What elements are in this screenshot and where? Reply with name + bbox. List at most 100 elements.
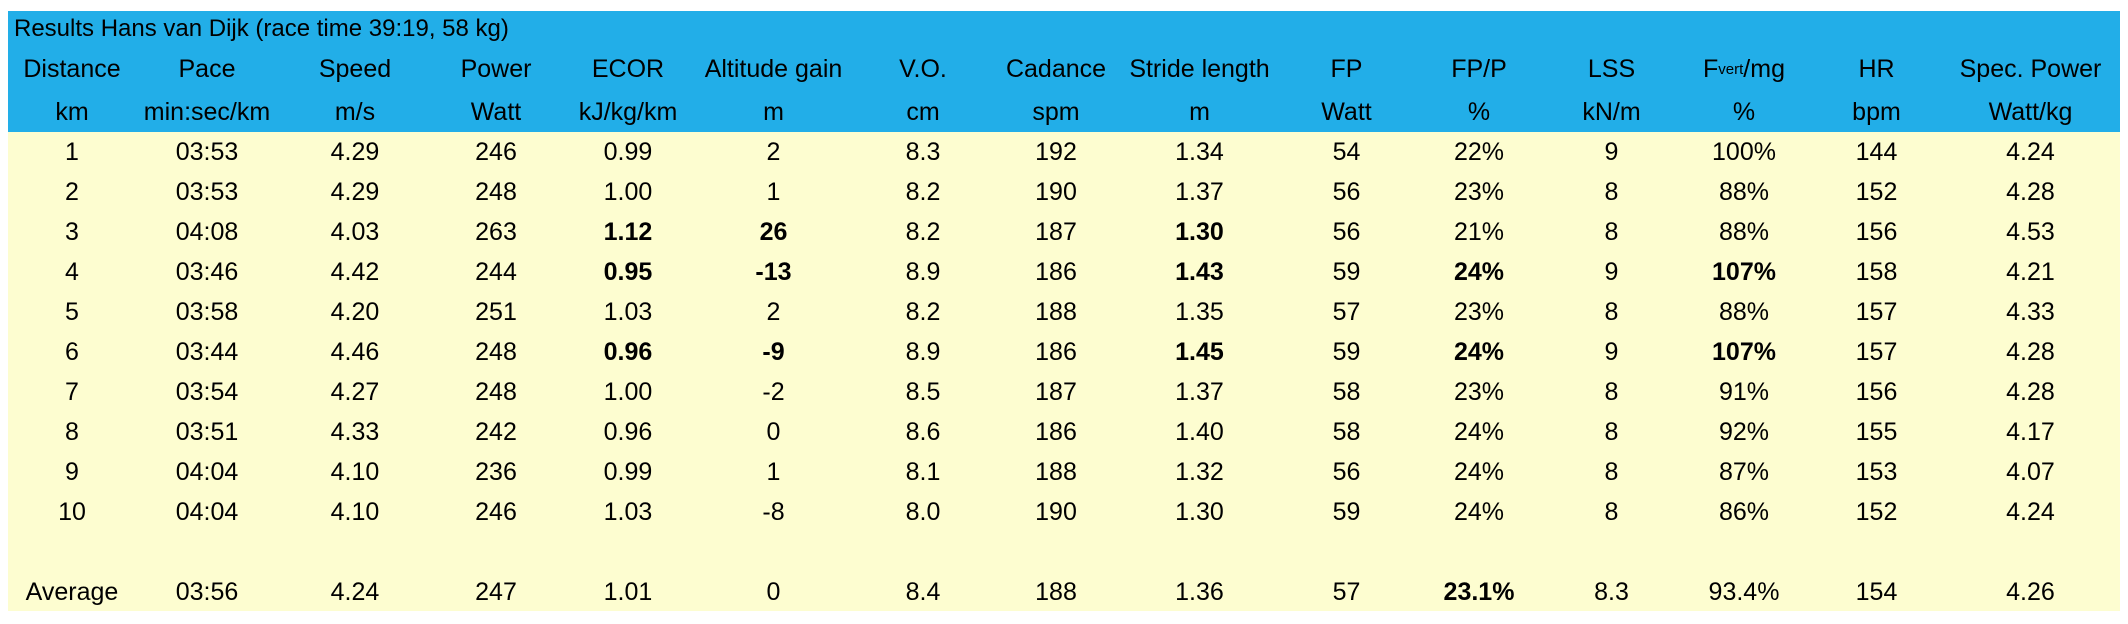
table-cell: 8.2 <box>905 177 941 206</box>
table-cell: 0.95 <box>603 257 653 286</box>
table-cell: 157 <box>1855 297 1898 326</box>
table-cell: 87% <box>1718 457 1770 486</box>
table-cell: 246 <box>475 137 517 166</box>
table-cell: -13 <box>755 257 792 286</box>
table-cell: 107% <box>1712 337 1776 366</box>
table-cell: 188 <box>1035 297 1077 326</box>
table-cell: 10 <box>58 497 86 526</box>
average-cell: 93.4% <box>1708 577 1780 606</box>
table-cell: 1.34 <box>1175 137 1224 166</box>
table-cell: 8 <box>1604 297 1619 326</box>
average-cell: 1.01 <box>603 577 653 606</box>
average-cell: 03:56 <box>175 577 239 606</box>
column-unit: kN/m <box>1582 97 1641 126</box>
table-cell: 107% <box>1712 257 1776 286</box>
table-cell: 56 <box>1332 177 1361 206</box>
table-cell: 58 <box>1332 377 1361 406</box>
header-text-part: /mg <box>1743 55 1785 83</box>
table-cell: 144 <box>1855 137 1898 166</box>
table-cell: 8 <box>1604 417 1619 446</box>
table-cell: 23% <box>1453 377 1505 406</box>
table-cell: 0 <box>766 417 781 446</box>
table-cell: 1.35 <box>1175 297 1224 326</box>
table-cell: 03:53 <box>175 137 239 166</box>
table-cell: 1.32 <box>1175 457 1224 486</box>
table-cell: 186 <box>1035 337 1077 366</box>
column-unit: m <box>1189 97 1210 126</box>
table-cell: 59 <box>1332 337 1361 366</box>
table-cell: 186 <box>1035 257 1077 286</box>
table-cell: 88% <box>1718 297 1770 326</box>
average-cell: 4.26 <box>2006 577 2055 606</box>
table-cell: 4.53 <box>2006 217 2055 246</box>
table-cell: 4 <box>65 257 79 286</box>
column-unit: cm <box>906 97 940 126</box>
table-cell: 1.43 <box>1175 257 1224 286</box>
column-unit: km <box>55 97 89 126</box>
header-text-part: F <box>1703 55 1719 83</box>
column-name: Pace <box>178 55 236 83</box>
table-cell: 88% <box>1718 177 1770 206</box>
table-cell: 54 <box>1332 137 1361 166</box>
table-cell: 157 <box>1855 337 1898 366</box>
table-cell: 3 <box>65 217 79 246</box>
table-cell: 04:04 <box>175 497 239 526</box>
table-cell: 187 <box>1035 377 1077 406</box>
column-name: Spec. Power <box>1959 55 2102 83</box>
table-cell: 4.33 <box>330 417 380 446</box>
table-cell: 4.07 <box>2006 457 2055 486</box>
table-cell: 0.96 <box>603 417 653 446</box>
column-unit: bpm <box>1852 97 1901 126</box>
table-cell: 22% <box>1453 137 1505 166</box>
table-cell: 244 <box>475 257 517 286</box>
column-unit: Watt <box>1321 97 1372 126</box>
table-cell: 152 <box>1855 497 1898 526</box>
table-cell: 187 <box>1035 217 1077 246</box>
table-cell: 152 <box>1855 177 1898 206</box>
table-cell: 88% <box>1718 217 1770 246</box>
table-cell: 1.12 <box>603 217 653 246</box>
table-cell: 8.2 <box>905 297 941 326</box>
table-cell: 8.6 <box>905 417 941 446</box>
header-background <box>8 11 2120 132</box>
column-name: HR <box>1858 55 1895 83</box>
table-cell: -2 <box>762 377 785 406</box>
column-unit: % <box>1732 97 1756 126</box>
table-cell: 03:44 <box>175 337 239 366</box>
table-cell: 7 <box>65 377 79 406</box>
table-cell: 8 <box>1604 457 1619 486</box>
table-cell: 0.99 <box>603 137 653 166</box>
table-cell: 8.2 <box>905 217 941 246</box>
table-cell: 1 <box>65 137 79 166</box>
table-cell: 91% <box>1718 377 1770 406</box>
column-unit: spm <box>1032 97 1080 126</box>
table-cell: 8.0 <box>905 497 941 526</box>
table-cell: 92% <box>1718 417 1770 446</box>
column-name: Distance <box>23 55 121 83</box>
table-cell: 248 <box>475 377 517 406</box>
table-cell: 156 <box>1855 377 1898 406</box>
table-cell: 192 <box>1035 137 1077 166</box>
table-cell: 26 <box>759 217 788 246</box>
table-cell: 251 <box>475 297 517 326</box>
table-cell: -9 <box>762 337 785 366</box>
table-cell: 100% <box>1712 137 1776 166</box>
table-cell: 59 <box>1332 497 1361 526</box>
table-cell: 4.03 <box>330 217 380 246</box>
table-cell: 153 <box>1855 457 1898 486</box>
table-cell: 263 <box>475 217 517 246</box>
table-cell: 03:51 <box>175 417 239 446</box>
column-name: Power <box>460 55 532 83</box>
table-cell: 4.10 <box>330 457 380 486</box>
table-cell: 86% <box>1718 497 1770 526</box>
table-cell: 4.17 <box>2006 417 2055 446</box>
table-cell: 4.33 <box>2006 297 2055 326</box>
table-cell: 190 <box>1035 177 1077 206</box>
table-cell: 158 <box>1855 257 1898 286</box>
table-cell: 4.42 <box>330 257 380 286</box>
table-cell: 2 <box>65 177 79 206</box>
table-cell: 57 <box>1332 297 1361 326</box>
table-cell: 242 <box>475 417 517 446</box>
table-cell: 1.30 <box>1175 217 1224 246</box>
table-cell: 04:04 <box>175 457 239 486</box>
